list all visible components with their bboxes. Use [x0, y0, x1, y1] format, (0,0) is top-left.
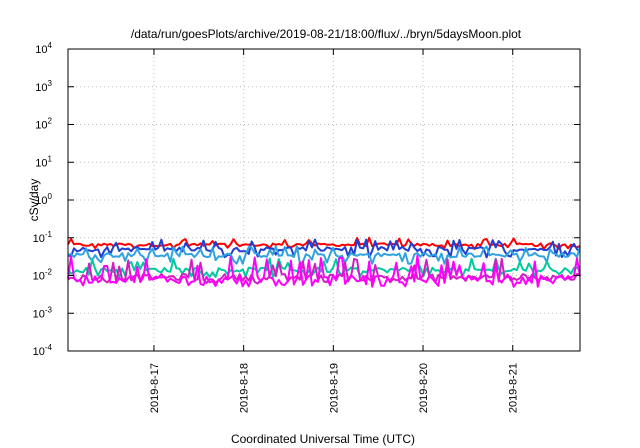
y-axis-label: cSv/day	[27, 179, 41, 222]
x-ticks: 2019-8-17 2019-8-18 2019-8-19 2019-8-20 2019…	[149, 49, 520, 413]
x-tick-label: 2019-8-17	[149, 363, 161, 413]
y-tick-label: 10-4	[33, 343, 53, 358]
x-tick-label: 2019-8-18	[239, 363, 251, 413]
y-tick-label: 102	[35, 117, 52, 132]
series-lines	[67, 236, 581, 288]
y-ticks: 10-4 10-3 10-2 10-1 100 101 102 103 104	[33, 41, 580, 358]
x-tick-label: 2019-8-21	[508, 363, 520, 413]
series-line	[67, 254, 581, 288]
y-tick-label: 103	[35, 79, 52, 94]
chart-title: /data/run/goesPlots/archive/2019-08-21/1…	[131, 27, 522, 41]
series-line	[67, 238, 581, 259]
y-tick-label: 100	[35, 192, 52, 207]
x-tick-label: 2019-8-20	[418, 363, 430, 413]
y-tick-label: 104	[35, 41, 52, 56]
y-tick-label: 10-1	[33, 230, 53, 245]
y-tick-label: 101	[35, 154, 52, 169]
x-axis-label: Coordinated Universal Time (UTC)	[231, 432, 415, 446]
y-tick-label: 10-2	[33, 268, 53, 283]
x-tick-label: 2019-8-19	[328, 363, 340, 413]
grid	[68, 49, 580, 351]
series-line	[67, 245, 581, 265]
y-tick-label: 10-3	[33, 305, 53, 320]
